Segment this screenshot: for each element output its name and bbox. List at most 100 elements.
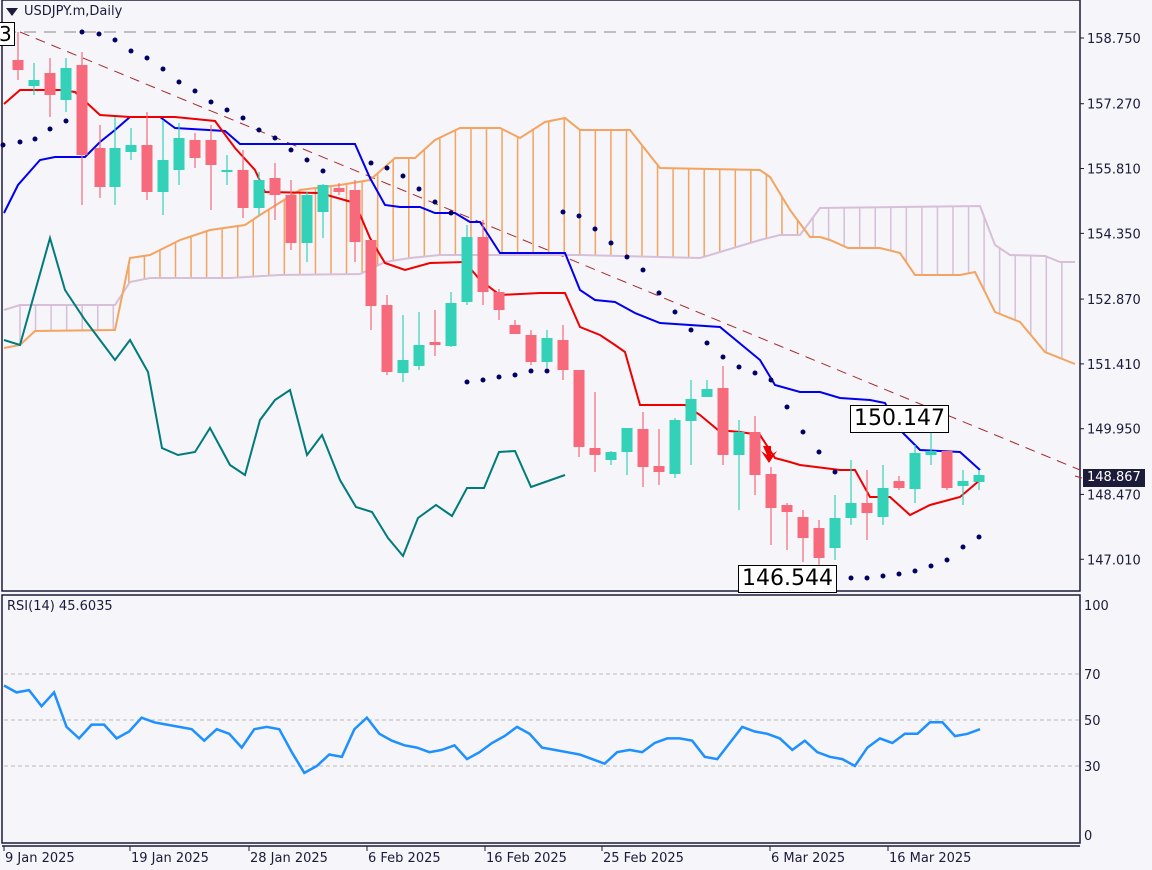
bearish-candle [765,474,777,508]
parabolic-sar-dot [272,135,278,141]
dropdown-triangle-icon[interactable] [6,7,18,16]
parabolic-sar-dot [592,226,598,232]
bearish-candle [509,325,521,334]
time-tick-label: 16 Feb 2025 [486,851,567,866]
bearish-candle [749,432,761,475]
parabolic-sar-dot [17,139,23,145]
parabolic-sar-dot [320,168,326,174]
bearish-candle [429,342,441,345]
parabolic-sar-dot [528,368,534,374]
bearish-candle [12,60,24,70]
bearish-candle [893,481,905,488]
bullish-candle [541,338,553,362]
bearish-candle [589,448,601,455]
bullish-candle [60,68,72,100]
parabolic-sar-dot [464,379,470,385]
price-tick-label: 152.870 [1087,293,1141,308]
bearish-candle [557,340,569,370]
bullish-candle [957,481,969,486]
current-price-box: 148.867 [1083,469,1145,487]
bullish-candle [301,195,313,243]
time-tick-label: 28 Jan 2025 [250,851,328,866]
parabolic-sar-dot [79,29,85,35]
parabolic-sar-dot [960,544,966,550]
bearish-candle [573,370,585,447]
bearish-candle [205,140,217,165]
bearish-candle [349,190,361,242]
parabolic-sar-dot [176,79,182,85]
bullish-candle [829,518,841,548]
sell-arrow-icon [761,446,777,463]
bullish-candle [28,80,40,86]
bullish-candle [669,420,681,474]
parabolic-sar-dot [416,186,422,192]
parabolic-sar-dot [736,364,742,370]
price-tick-label: 149.950 [1087,423,1141,438]
parabolic-sar-dot [976,534,982,540]
current-price-marker [1074,475,1083,479]
price-tick-label: 157.270 [1087,98,1141,113]
chart-title[interactable]: USDJPY.m,Daily [6,4,122,19]
parabolic-sar-dot [912,568,918,574]
bullish-candle [733,432,745,455]
parabolic-sar-dot [896,571,902,577]
parabolic-sar-dot [944,557,950,563]
parabolic-sar-dot [800,429,806,435]
parabolic-sar-dot [32,136,38,142]
price-tick-label: 148.470 [1087,488,1141,503]
bullish-candle [109,148,121,187]
bearish-candle [141,145,153,192]
parabolic-sar-dot [400,173,406,179]
parabolic-sar-dot [144,55,150,61]
bullish-candle [845,503,857,518]
bullish-candle [253,180,265,208]
bullish-candle [413,345,425,366]
bearish-candle [781,505,793,512]
parabolic-sar-dot [816,449,822,455]
parabolic-sar-dot [288,147,294,153]
bullish-candle [877,488,889,517]
bearish-candle [285,195,297,243]
bearish-candle [381,305,393,372]
chikou-span [3,234,566,558]
left-edge-annotation: 3 [0,22,15,46]
parabolic-sar-dot [160,66,166,72]
main-pane-frame [1,0,1081,592]
parabolic-sar-dot [496,374,502,380]
bearish-candle [94,148,106,187]
bearish-candle [525,335,537,362]
parabolic-sar-dot [112,37,118,43]
rsi-tick-label: 50 [1084,714,1101,729]
price-tick-label: 147.010 [1087,553,1141,568]
bullish-candle [621,428,633,452]
parabolic-sar-dot [512,372,518,378]
parabolic-sar-dot [784,404,790,410]
parabolic-sar-dot [448,210,454,216]
bearish-candle [237,170,249,208]
bearish-candle [44,73,56,95]
rsi-tick-label: 30 [1084,760,1101,775]
parabolic-sar-dot [720,354,726,360]
parabolic-sar-dot [672,309,678,315]
bearish-candle [365,240,377,306]
parabolic-sar-dot [128,48,134,54]
rsi-line [3,684,981,775]
kijun-sen [3,116,981,471]
time-tick-label: 6 Feb 2025 [368,851,441,866]
symbol-title: USDJPY.m,Daily [24,4,123,19]
price-tick-label: 155.810 [1087,163,1141,178]
parabolic-sar-dot [848,575,854,581]
tenkan-sen [3,89,981,517]
parabolic-sar-dot [880,573,886,579]
parabolic-sar-dot [768,377,774,383]
parabolic-sar-dot [368,160,374,166]
bullish-candle [701,389,713,397]
rsi-tick-label: 0 [1084,829,1092,844]
bearish-candle [269,178,281,195]
time-tick-label: 19 Jan 2025 [131,851,209,866]
price-tick-label: 154.350 [1087,227,1141,242]
parabolic-sar-dot [688,327,694,333]
price-tick-label: 151.410 [1087,358,1141,373]
time-tick-label: 9 Jan 2025 [5,851,75,866]
